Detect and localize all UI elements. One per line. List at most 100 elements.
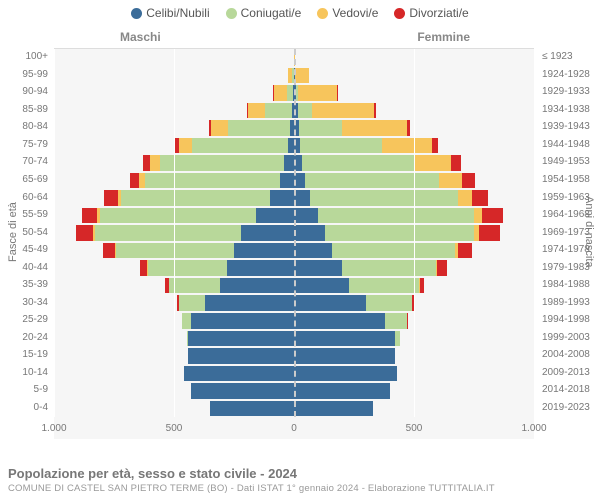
age-label: 30-34	[0, 293, 52, 311]
segment-vedovi	[439, 173, 462, 189]
gridline	[414, 49, 415, 417]
y-axis-birth-labels: ≤ 19231924-19281929-19331934-19381939-19…	[538, 48, 600, 416]
segment-coniugati	[100, 208, 256, 224]
segment-vedovi	[179, 138, 192, 154]
segment-vedovi	[342, 120, 407, 136]
legend: Celibi/Nubili Coniugati/e Vedovi/e Divorzia…	[0, 0, 600, 22]
segment-celibi	[256, 208, 294, 224]
x-tick-label: 0	[291, 423, 297, 434]
age-label: 20-24	[0, 329, 52, 347]
segment-celibi	[294, 208, 318, 224]
segment-divorziati	[140, 260, 147, 276]
segment-divorziati	[420, 278, 425, 294]
segment-coniugati	[300, 138, 382, 154]
legend-item: Coniugati/e	[226, 6, 302, 20]
age-label: 90-94	[0, 83, 52, 101]
segment-divorziati	[143, 155, 150, 171]
segment-vedovi	[274, 85, 287, 101]
legend-item: Celibi/Nubili	[131, 6, 209, 20]
birth-label: ≤ 1923	[538, 48, 600, 66]
segment-vedovi	[211, 120, 228, 136]
age-label: 5-9	[0, 381, 52, 399]
segment-celibi	[294, 366, 397, 382]
segment-coniugati	[95, 225, 241, 241]
chart-title: Popolazione per età, sesso e stato civil…	[8, 466, 592, 481]
segment-divorziati	[407, 120, 411, 136]
legend-item: Vedovi/e	[317, 6, 378, 20]
segment-coniugati	[298, 103, 312, 119]
segment-divorziati	[337, 85, 338, 101]
segment-divorziati	[104, 190, 117, 206]
chart-source: COMUNE DI CASTEL SAN PIETRO TERME (BO) -…	[8, 483, 592, 494]
segment-celibi	[294, 225, 325, 241]
age-label: 75-79	[0, 136, 52, 154]
x-axis-ticks: 1.00050005001.000	[54, 416, 534, 438]
segment-divorziati	[374, 103, 376, 119]
segment-coniugati	[318, 208, 474, 224]
segment-celibi	[220, 278, 294, 294]
segment-divorziati	[482, 208, 502, 224]
segment-celibi	[227, 260, 294, 276]
segment-divorziati	[407, 313, 408, 329]
legend-label: Celibi/Nubili	[146, 6, 209, 20]
segment-celibi	[280, 173, 294, 189]
population-pyramid-chart: Celibi/Nubili Coniugati/e Vedovi/e Divorzia…	[0, 0, 600, 500]
segment-divorziati	[82, 208, 98, 224]
segment-celibi	[294, 278, 349, 294]
segment-coniugati	[342, 260, 436, 276]
gridline	[54, 49, 55, 417]
segment-divorziati	[130, 173, 140, 189]
x-tick-label: 500	[406, 423, 423, 434]
segment-celibi	[234, 243, 294, 259]
age-label: 60-64	[0, 188, 52, 206]
segment-celibi	[184, 366, 294, 382]
center-axis-line	[294, 49, 296, 417]
birth-label: 1989-1993	[538, 293, 600, 311]
segment-celibi	[294, 190, 310, 206]
segment-celibi	[294, 313, 385, 329]
segment-divorziati	[432, 138, 438, 154]
segment-vedovi	[295, 68, 308, 84]
age-label: 85-89	[0, 101, 52, 119]
age-label: 10-14	[0, 364, 52, 382]
segment-coniugati	[366, 295, 412, 311]
birth-label: 1944-1948	[538, 136, 600, 154]
segment-coniugati	[302, 155, 415, 171]
birth-label: 1924-1928	[538, 66, 600, 84]
segment-vedovi	[458, 190, 471, 206]
segment-divorziati	[472, 190, 489, 206]
segment-coniugati	[349, 278, 419, 294]
segment-vedovi	[248, 103, 265, 119]
segment-celibi	[294, 331, 395, 347]
legend-item: Divorziati/e	[394, 6, 468, 20]
female-header: Femmine	[417, 30, 470, 44]
segment-vedovi	[382, 138, 432, 154]
segment-coniugati	[145, 173, 279, 189]
segment-vedovi	[150, 155, 160, 171]
legend-label: Divorziati/e	[409, 6, 468, 20]
age-label: 80-84	[0, 118, 52, 136]
segment-coniugati	[395, 331, 400, 347]
age-label: 55-59	[0, 206, 52, 224]
segment-coniugati	[169, 278, 219, 294]
age-label: 0-4	[0, 399, 52, 417]
legend-swatch-divorziati	[394, 8, 405, 19]
segment-coniugati	[121, 190, 270, 206]
birth-label: 1959-1963	[538, 188, 600, 206]
segment-coniugati	[160, 155, 285, 171]
segment-celibi	[294, 295, 366, 311]
segment-coniugati	[332, 243, 454, 259]
segment-vedovi	[474, 208, 482, 224]
gridline	[534, 49, 535, 417]
birth-label: 1939-1943	[538, 118, 600, 136]
birth-label: 2004-2008	[538, 346, 600, 364]
segment-coniugati	[116, 243, 234, 259]
segment-coniugati	[299, 120, 342, 136]
plot-area	[54, 48, 534, 439]
birth-label: 2014-2018	[538, 381, 600, 399]
segment-coniugati	[148, 260, 227, 276]
segment-celibi	[188, 348, 294, 364]
segment-coniugati	[265, 103, 291, 119]
segment-coniugati	[310, 190, 459, 206]
segment-celibi	[294, 243, 332, 259]
